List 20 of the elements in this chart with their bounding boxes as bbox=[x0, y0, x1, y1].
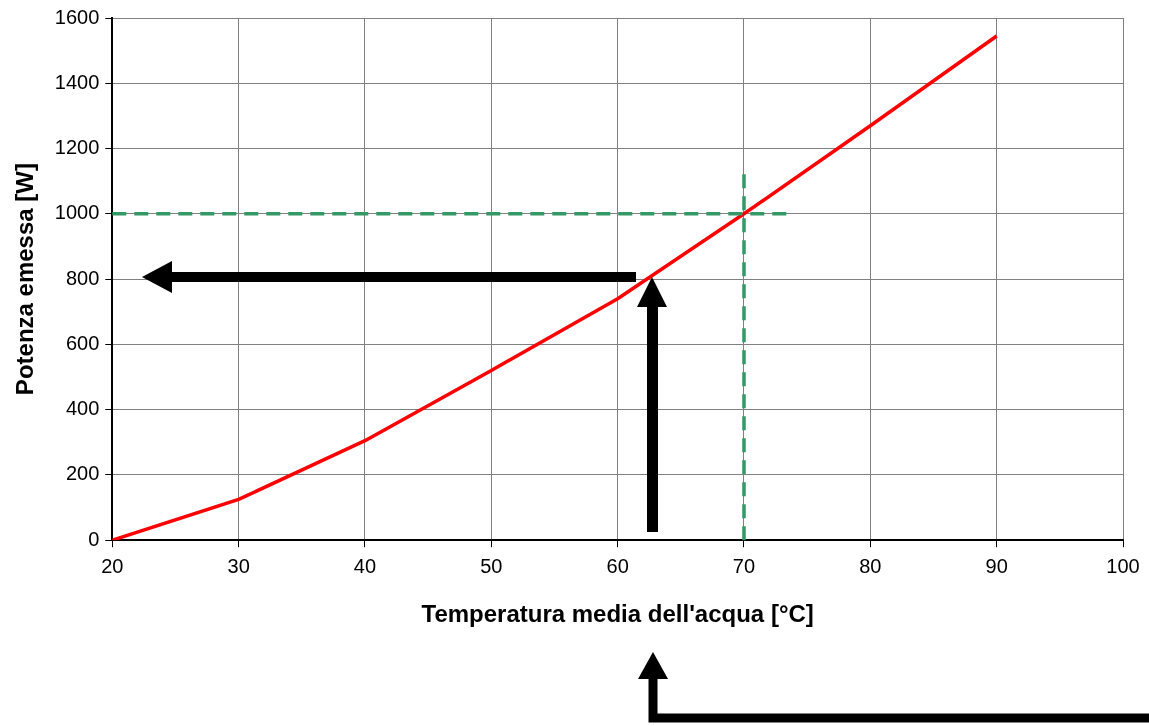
x-tick-label: 90 bbox=[985, 554, 1008, 577]
y-tick-label: 1000 bbox=[54, 201, 100, 224]
y-axis-title: Potenza emessa [W] bbox=[11, 163, 39, 396]
y-tick-label: 600 bbox=[65, 331, 100, 354]
x-tick-label: 60 bbox=[606, 554, 629, 577]
y-tick-label: 1400 bbox=[54, 70, 100, 93]
y-tick-label: 1600 bbox=[54, 5, 100, 28]
y-tick-label: 0 bbox=[88, 527, 100, 550]
x-axis-title: Temperatura media dell'acqua [°C] bbox=[421, 600, 814, 628]
x-tick-label: 70 bbox=[732, 554, 756, 577]
x-tick-label: 20 bbox=[101, 554, 124, 577]
y-tick-label: 400 bbox=[65, 397, 100, 420]
y-tick-label: 200 bbox=[65, 462, 100, 485]
x-tick-label: 30 bbox=[227, 554, 250, 577]
x-tick-label: 80 bbox=[859, 554, 882, 577]
y-tick-label: 800 bbox=[65, 266, 100, 289]
y-tick-label: 1200 bbox=[54, 136, 100, 159]
x-tick-label: 100 bbox=[1106, 554, 1140, 577]
x-tick-label: 40 bbox=[353, 554, 377, 577]
x-tick-label: 50 bbox=[480, 554, 503, 577]
